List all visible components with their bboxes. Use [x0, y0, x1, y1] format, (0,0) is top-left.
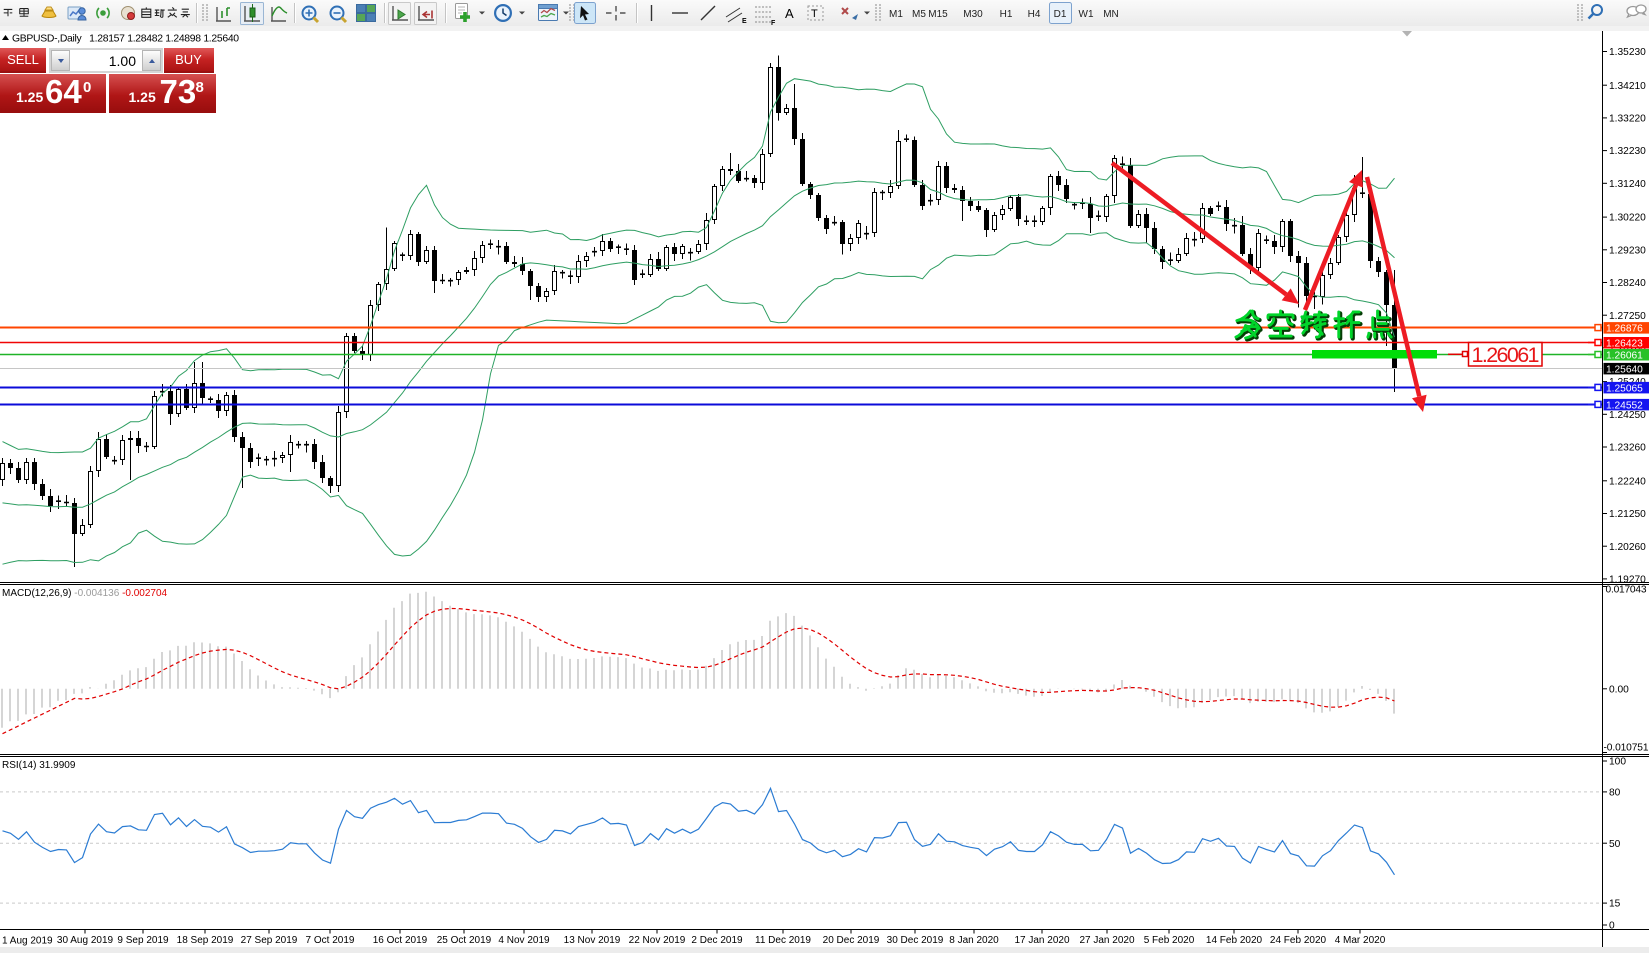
svg-text:1.19270: 1.19270 — [1609, 575, 1646, 586]
svg-text:8 Jan 2020: 8 Jan 2020 — [949, 935, 999, 946]
svg-text:1.32230: 1.32230 — [1609, 146, 1646, 157]
svg-text:100: 100 — [1609, 757, 1626, 768]
svg-text:1.33220: 1.33220 — [1609, 114, 1646, 125]
svg-text:D1: D1 — [1054, 9, 1067, 20]
svg-text:4 Nov 2019: 4 Nov 2019 — [498, 935, 550, 946]
svg-text:M5: M5 — [912, 9, 926, 20]
svg-text:M30: M30 — [963, 9, 983, 20]
svg-text:18 Sep 2019: 18 Sep 2019 — [177, 935, 234, 946]
svg-text:1.30220: 1.30220 — [1609, 213, 1646, 224]
svg-text:1.26061: 1.26061 — [1606, 350, 1643, 361]
svg-text:H4: H4 — [1028, 9, 1041, 20]
svg-text:0.017043: 0.017043 — [1606, 585, 1647, 596]
svg-text:30 Aug 2019: 30 Aug 2019 — [57, 935, 114, 946]
svg-text:2 Dec 2019: 2 Dec 2019 — [691, 935, 743, 946]
svg-text:F: F — [771, 20, 776, 27]
svg-text:1.23260: 1.23260 — [1609, 443, 1646, 454]
svg-text:30 Dec 2019: 30 Dec 2019 — [887, 935, 944, 946]
svg-text:W1: W1 — [1079, 9, 1094, 20]
svg-text:RSI(14) 31.9909: RSI(14) 31.9909 — [2, 760, 76, 771]
svg-text:1.26423: 1.26423 — [1606, 338, 1643, 349]
svg-text:1.26061: 1.26061 — [1472, 343, 1540, 367]
svg-text:5 Feb 2020: 5 Feb 2020 — [1144, 935, 1195, 946]
svg-text:1.26876: 1.26876 — [1606, 324, 1643, 335]
svg-text:1.35230: 1.35230 — [1609, 47, 1646, 58]
svg-text:GBPUSD-,Daily 1.28157 1.2848: GBPUSD-,Daily 1.28157 1.28482 1.24898 1.… — [12, 34, 239, 45]
svg-text:1.27250: 1.27250 — [1609, 311, 1646, 322]
svg-text:14 Feb 2020: 14 Feb 2020 — [1206, 935, 1263, 946]
svg-text:22 Nov 2019: 22 Nov 2019 — [629, 935, 686, 946]
svg-text:50: 50 — [1609, 839, 1621, 850]
svg-text:H1: H1 — [1000, 9, 1013, 20]
svg-text:17 Jan 2020: 17 Jan 2020 — [1014, 935, 1069, 946]
svg-text:9 Sep 2019: 9 Sep 2019 — [117, 935, 169, 946]
svg-text:MACD(12,26,9) -0.004136 -0.002: MACD(12,26,9) -0.004136 -0.002704 — [2, 588, 168, 599]
svg-text:1.31240: 1.31240 — [1609, 179, 1646, 190]
svg-text:13 Nov 2019: 13 Nov 2019 — [564, 935, 621, 946]
svg-text:27 Sep 2019: 27 Sep 2019 — [241, 935, 298, 946]
svg-text:24 Feb 2020: 24 Feb 2020 — [1270, 935, 1327, 946]
svg-text:-0.010751: -0.010751 — [1604, 743, 1649, 754]
svg-text:T: T — [811, 8, 818, 20]
svg-text:MN: MN — [1103, 9, 1119, 20]
svg-text:1.22240: 1.22240 — [1609, 476, 1646, 487]
svg-text:M15: M15 — [928, 9, 948, 20]
svg-text:E: E — [742, 18, 747, 25]
svg-text:16 Oct 2019: 16 Oct 2019 — [373, 935, 428, 946]
svg-text:1.25065: 1.25065 — [1606, 383, 1643, 394]
svg-text:15: 15 — [1609, 899, 1621, 910]
svg-text:1.24552: 1.24552 — [1606, 400, 1643, 411]
svg-text:0.00: 0.00 — [1609, 684, 1629, 695]
svg-text:1 Aug 2019: 1 Aug 2019 — [2, 936, 53, 947]
svg-text:1.20260: 1.20260 — [1609, 542, 1646, 553]
svg-text:11 Dec 2019: 11 Dec 2019 — [755, 935, 811, 946]
svg-text:1.25640: 1.25640 — [1606, 364, 1643, 375]
svg-text:1.24250: 1.24250 — [1609, 410, 1646, 421]
svg-text:27 Jan 2020: 27 Jan 2020 — [1079, 935, 1134, 946]
svg-text:1.28240: 1.28240 — [1609, 278, 1646, 289]
svg-text:1.34210: 1.34210 — [1609, 81, 1646, 92]
svg-text:25 Oct 2019: 25 Oct 2019 — [437, 935, 492, 946]
svg-text:A: A — [785, 6, 794, 21]
svg-text:20 Dec 2019: 20 Dec 2019 — [823, 935, 880, 946]
svg-text:0: 0 — [1609, 921, 1615, 932]
svg-text:80: 80 — [1609, 788, 1621, 799]
svg-text:4 Mar 2020: 4 Mar 2020 — [1335, 935, 1386, 946]
svg-text:1.29230: 1.29230 — [1609, 245, 1646, 256]
svg-text:1.21250: 1.21250 — [1609, 509, 1646, 520]
svg-text:M1: M1 — [889, 9, 903, 20]
svg-text:7 Oct 2019: 7 Oct 2019 — [306, 935, 355, 946]
